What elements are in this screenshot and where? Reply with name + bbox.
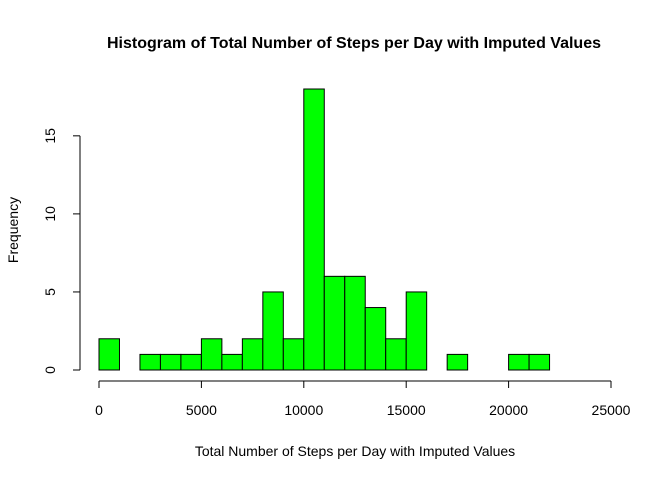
histogram-bar [221, 353, 243, 371]
histogram-bar [528, 353, 551, 371]
y-tick-label: 15 [42, 128, 58, 144]
histogram-bar [241, 338, 264, 371]
histogram-bar [385, 338, 407, 371]
histogram-bar [446, 353, 469, 371]
x-tick-label: 10000 [284, 402, 323, 418]
x-tick-label: 5000 [186, 402, 217, 418]
x-tick-label: 15000 [387, 402, 426, 418]
y-axis: 0 5 10 15 [42, 128, 81, 374]
histogram-bar [159, 353, 182, 371]
x-tick-label: 25000 [592, 402, 631, 418]
histogram-bar [282, 338, 305, 371]
histogram-bar [180, 353, 202, 371]
x-tick-label: 20000 [489, 402, 528, 418]
y-axis-label: Frequency [5, 197, 21, 263]
histogram-bar [303, 88, 325, 371]
bars-group [98, 88, 551, 371]
histogram-bar [98, 338, 120, 371]
histogram-bar [364, 307, 387, 371]
y-tick-label: 10 [42, 206, 58, 222]
x-axis-label: Total Number of Steps per Day with Imput… [195, 443, 515, 459]
histogram-bar [344, 275, 366, 371]
chart-title: Histogram of Total Number of Steps per D… [107, 35, 601, 52]
y-tick-label: 0 [42, 366, 58, 374]
histogram-bar [200, 338, 223, 371]
x-tick-label: 0 [95, 402, 103, 418]
histogram-bar [139, 353, 161, 371]
histogram-bar [323, 275, 346, 371]
histogram-bar [405, 291, 428, 371]
x-axis: 0 5000 10000 15000 20000 25000 [95, 380, 631, 418]
histogram-bar [262, 291, 284, 371]
histogram-bar [508, 353, 530, 371]
y-tick-label: 5 [42, 288, 58, 296]
